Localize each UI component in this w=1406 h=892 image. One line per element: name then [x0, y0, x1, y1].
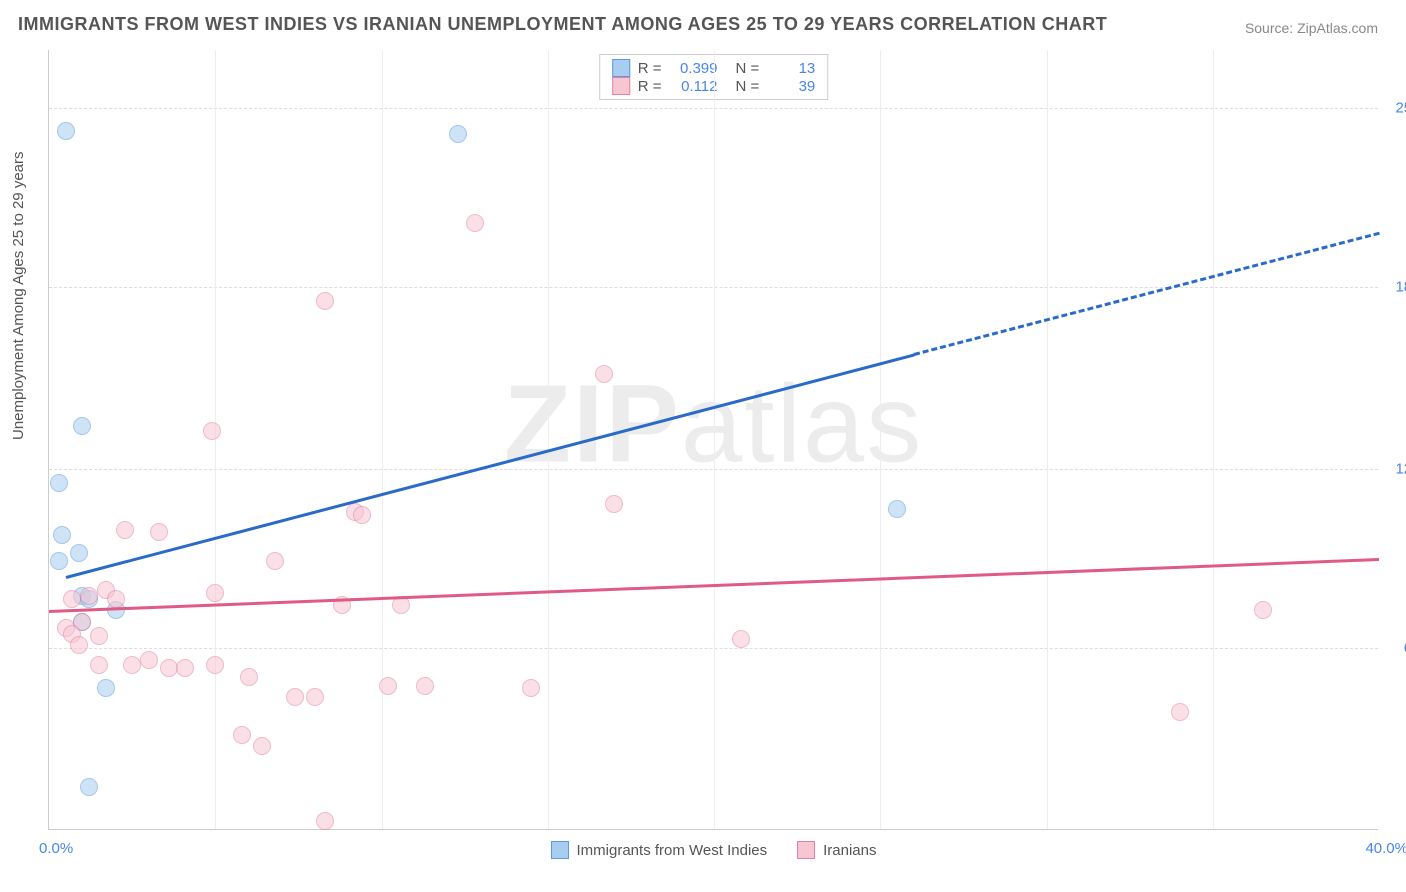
source-label: Source: ZipAtlas.com: [1245, 20, 1378, 36]
scatter-point: [253, 737, 271, 755]
legend-r-value: 0.399: [670, 60, 718, 77]
plot-area: ZIPatlas R =0.399N =13R =0.112N =39 Immi…: [48, 50, 1378, 830]
scatter-point: [266, 552, 284, 570]
y-tick-label: 18.8%: [1383, 278, 1406, 295]
scatter-point: [70, 544, 88, 562]
chart-title: IMMIGRANTS FROM WEST INDIES VS IRANIAN U…: [18, 14, 1107, 35]
legend-r-value: 0.112: [670, 78, 718, 95]
watermark-rest: atlas: [681, 362, 923, 485]
scatter-point: [140, 651, 158, 669]
gridline-v: [548, 50, 549, 829]
scatter-point: [595, 365, 613, 383]
scatter-point: [732, 630, 750, 648]
scatter-point: [353, 506, 371, 524]
gridline-v: [880, 50, 881, 829]
legend-r-label: R =: [638, 78, 662, 95]
trend-line: [65, 353, 914, 578]
scatter-point: [206, 584, 224, 602]
scatter-point: [116, 521, 134, 539]
legend-swatch: [612, 77, 630, 95]
scatter-point: [1254, 601, 1272, 619]
scatter-point: [1171, 703, 1189, 721]
scatter-point: [123, 656, 141, 674]
scatter-point: [160, 659, 178, 677]
scatter-point: [176, 659, 194, 677]
y-tick-label: 12.5%: [1383, 460, 1406, 477]
x-axis-max: 40.0%: [1365, 840, 1406, 857]
scatter-point: [50, 552, 68, 570]
legend-r-label: R =: [638, 60, 662, 77]
legend-n-label: N =: [736, 60, 760, 77]
scatter-point: [466, 214, 484, 232]
scatter-point: [97, 679, 115, 697]
legend-n-value: 39: [767, 78, 815, 95]
scatter-point: [416, 677, 434, 695]
gridline-v: [1047, 50, 1048, 829]
legend-item: Iranians: [797, 841, 876, 859]
scatter-point: [240, 668, 258, 686]
legend-swatch: [551, 841, 569, 859]
scatter-point: [203, 422, 221, 440]
y-axis-label: Unemployment Among Ages 25 to 29 years: [10, 151, 27, 440]
gridline-v: [382, 50, 383, 829]
scatter-point: [90, 627, 108, 645]
scatter-point: [233, 726, 251, 744]
x-axis-min: 0.0%: [39, 840, 73, 857]
scatter-point: [522, 679, 540, 697]
legend-item: Immigrants from West Indies: [551, 841, 768, 859]
scatter-point: [150, 523, 168, 541]
y-tick-label: 6.3%: [1383, 640, 1406, 657]
legend-swatch: [612, 59, 630, 77]
scatter-point: [379, 677, 397, 695]
scatter-point: [605, 495, 623, 513]
scatter-point: [50, 474, 68, 492]
scatter-point: [316, 292, 334, 310]
legend-series-name: Immigrants from West Indies: [577, 842, 768, 859]
scatter-point: [73, 417, 91, 435]
legend-swatch: [797, 841, 815, 859]
scatter-point: [206, 656, 224, 674]
legend-n-value: 13: [767, 60, 815, 77]
scatter-point: [286, 688, 304, 706]
y-tick-label: 25.0%: [1383, 99, 1406, 116]
series-legend: Immigrants from West Indies Iranians: [551, 841, 877, 859]
scatter-point: [888, 500, 906, 518]
gridline-v: [714, 50, 715, 829]
scatter-point: [80, 587, 98, 605]
scatter-point: [63, 590, 81, 608]
legend-n-label: N =: [736, 78, 760, 95]
scatter-point: [53, 526, 71, 544]
legend-series-name: Iranians: [823, 842, 876, 859]
scatter-point: [449, 125, 467, 143]
gridline-v: [1213, 50, 1214, 829]
scatter-point: [57, 122, 75, 140]
scatter-point: [70, 636, 88, 654]
trend-line: [913, 232, 1379, 356]
scatter-point: [107, 590, 125, 608]
scatter-point: [80, 778, 98, 796]
scatter-point: [306, 688, 324, 706]
scatter-point: [90, 656, 108, 674]
scatter-point: [316, 812, 334, 830]
